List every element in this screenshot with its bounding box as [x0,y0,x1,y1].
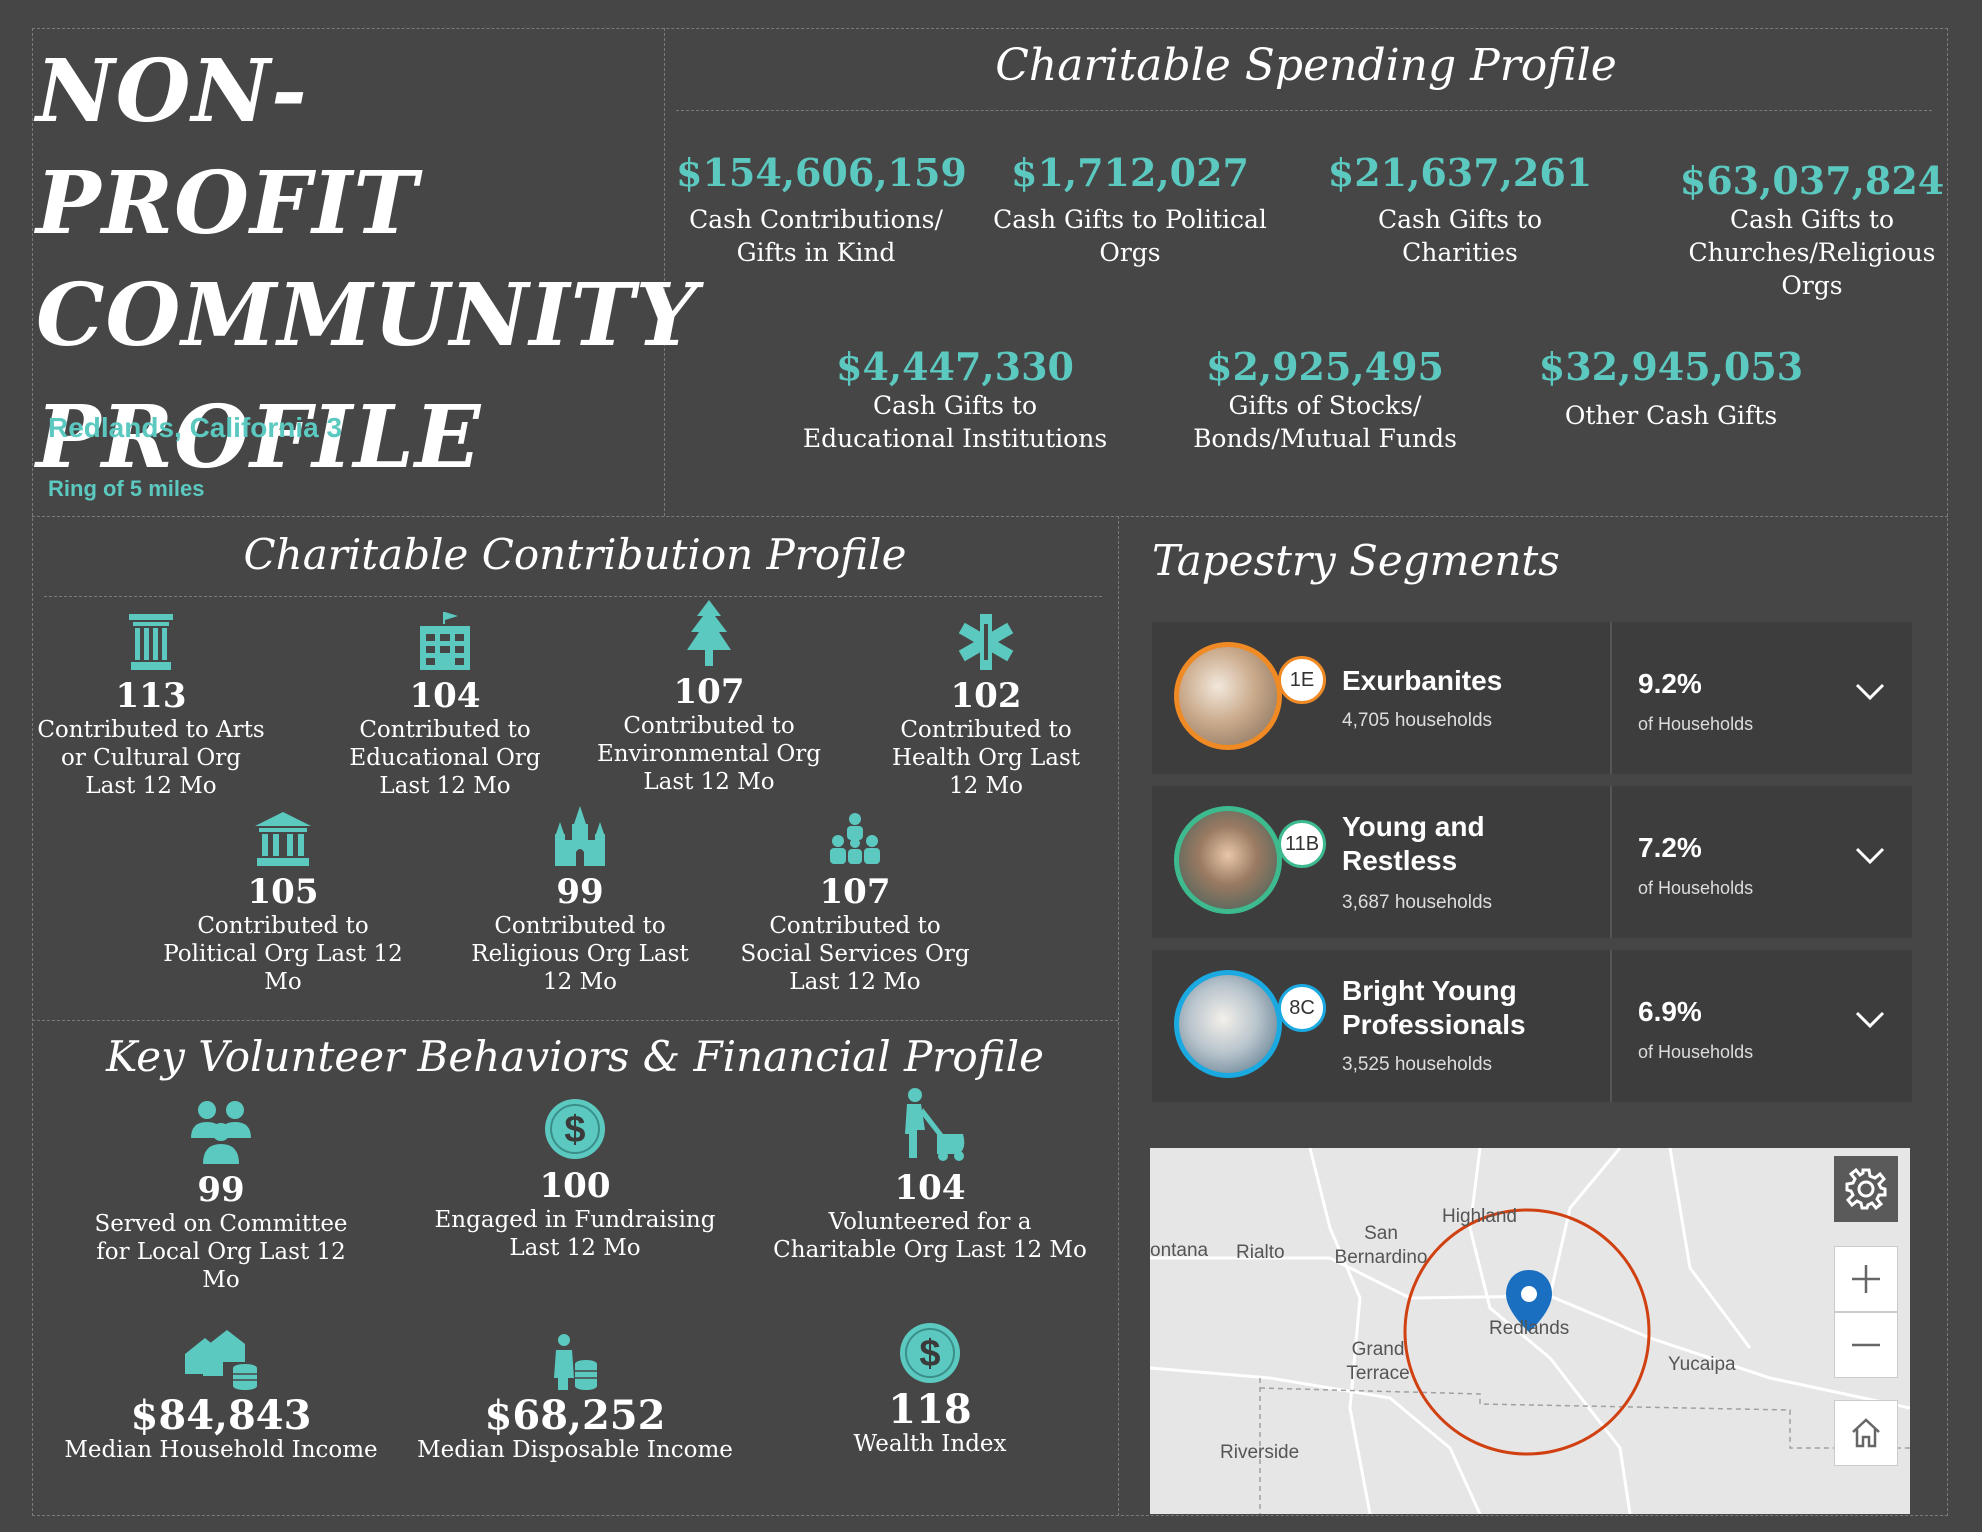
contribution-item: 107 Contributed to Social Services Org La… [738,802,972,996]
volunteer-item: 99 Served on Committee for Local Org Last… [76,1100,366,1294]
tree-icon [687,600,731,666]
volunteer-item: $ 118 Wealth Index [800,1320,1060,1458]
dollar-circle-icon: $ [545,1099,605,1159]
volunteer-title: Key Volunteer Behaviors & Financial Prof… [106,1032,1044,1081]
group-icon [191,1101,251,1164]
contribution-title-rule [44,596,1102,597]
page-title: NON-PROFIT COMMUNITY PROFILE [36,41,698,488]
map-label: Riverside [1220,1442,1300,1463]
spending-item: $2,925,495 Gifts of Stocks/ Bonds/Mutual … [1193,344,1457,453]
volunteer-item: 104 Volunteered for a Charitable Org Last… [770,1088,1090,1264]
divider [32,516,1948,517]
dashboard-frame [32,28,1948,1516]
segment-households: 4,705 households [1342,710,1493,731]
government-building-icon [255,812,311,866]
spending-title-rule [676,110,1932,111]
contribution-item: 104 Contributed to Educational Org Last 1… [330,606,560,800]
segment-code: 8C [1278,984,1326,1032]
medical-star-icon [958,614,1014,670]
segment-percent-label: of Households [1638,878,1754,898]
home-button[interactable] [1834,1400,1898,1466]
spending-item: $21,637,261 Cash Gifts to Charities [1327,150,1593,267]
segment-percent: 6.9% [1638,996,1702,1027]
column-icon [129,614,173,670]
map-label: Grand Terrace [1346,1339,1410,1384]
plus-icon [1852,1265,1880,1293]
volunteer-item: $84,843 Median Household Income [56,1326,386,1464]
tapestry-title: Tapestry Segments [1152,536,1560,585]
avatar [1174,970,1282,1078]
divider [1610,786,1612,938]
chevron-down-icon[interactable] [1854,846,1886,866]
zoom-in-button[interactable] [1834,1246,1898,1312]
lawn-mower-icon [905,1088,965,1161]
church-icon [555,806,605,866]
spending-item: $154,606,159 Cash Contributions/ Gifts in… [676,150,967,267]
location-label: Redlands, California 3 [48,412,343,443]
segment-card[interactable]: 8C Bright Young Professionals 3,525 hous… [1152,950,1912,1102]
svg-text:$: $ [919,1333,940,1375]
segment-percent-label: of Households [1638,1042,1754,1062]
segment-card[interactable]: 1E Exurbanites 4,705 households 9.2% of … [1152,622,1912,774]
divider [32,1020,1118,1021]
volunteer-item: $68,252 Median Disposable Income [410,1326,740,1464]
segment-code: 11B [1278,820,1326,868]
school-icon [420,612,470,670]
divider [664,28,665,516]
people-group-icon [830,813,880,864]
volunteer-item: $ 100 Engaged in Fundraising Last 12 Mo [430,1096,720,1262]
segment-households: 3,525 households [1342,1054,1493,1075]
minus-icon [1852,1343,1880,1347]
map-roads [1150,1148,1910,1514]
segment-name: Exurbanites [1342,665,1503,696]
settings-button[interactable] [1834,1156,1898,1222]
map-label: San Bernardino [1334,1223,1428,1268]
chevron-down-icon[interactable] [1854,1010,1886,1030]
dollar-circle-icon: $ [900,1323,960,1383]
map-view[interactable]: ontana Rialto San Bernardino Highland Re… [1150,1148,1910,1514]
segment-percent: 9.2% [1638,668,1702,699]
segment-name: Young and Restless [1342,811,1485,876]
contribution-item: 113 Contributed to Arts or Cultural Org L… [36,606,266,800]
spending-title: Charitable Spending Profile [995,40,1617,91]
segment-percent-label: of Households [1638,714,1754,734]
spending-item: $4,447,330 Cash Gifts to Educational Inst… [802,344,1108,453]
spending-item: $1,712,027 Cash Gifts to Political Orgs [993,150,1267,267]
chevron-down-icon[interactable] [1854,682,1886,702]
map-label: Redlands [1489,1318,1570,1339]
divider [1118,516,1119,1516]
gear-icon [1845,1167,1887,1211]
house-coins-icon [185,1330,257,1390]
segment-households: 3,687 households [1342,892,1493,913]
contribution-item: 99 Contributed to Religious Org Last 12 M… [470,802,690,996]
map-label: ontana [1150,1240,1209,1261]
contribution-title: Charitable Contribution Profile [243,530,907,579]
home-icon [1852,1418,1880,1448]
contribution-item: 105 Contributed to Political Org Last 12 … [148,802,418,996]
spending-item: $32,945,053 Other Cash Gifts [1538,344,1804,430]
spending-item: $63,037,824 Cash Gifts to Churches/Religi… [1679,158,1945,300]
contribution-item: 107 Contributed to Environmental Org Last… [592,600,826,796]
segment-name: Bright Young Professionals [1342,975,1526,1040]
map-label: Rialto [1236,1242,1285,1263]
map-label: Highland [1442,1206,1517,1227]
person-coins-icon [554,1334,597,1390]
divider [1610,622,1612,774]
map-label: Yucaipa [1668,1354,1736,1375]
avatar [1174,642,1282,750]
svg-text:$: $ [564,1109,585,1151]
ring-label: Ring of 5 miles [48,476,205,501]
contribution-item: 102 Contributed to Health Org Last 12 Mo [876,606,1096,800]
zoom-out-button[interactable] [1834,1312,1898,1378]
segment-code: 1E [1278,656,1326,704]
avatar [1174,806,1282,914]
segment-card[interactable]: 11B Young and Restless 3,687 households … [1152,786,1912,938]
segment-percent: 7.2% [1638,832,1702,863]
divider [1610,950,1612,1102]
